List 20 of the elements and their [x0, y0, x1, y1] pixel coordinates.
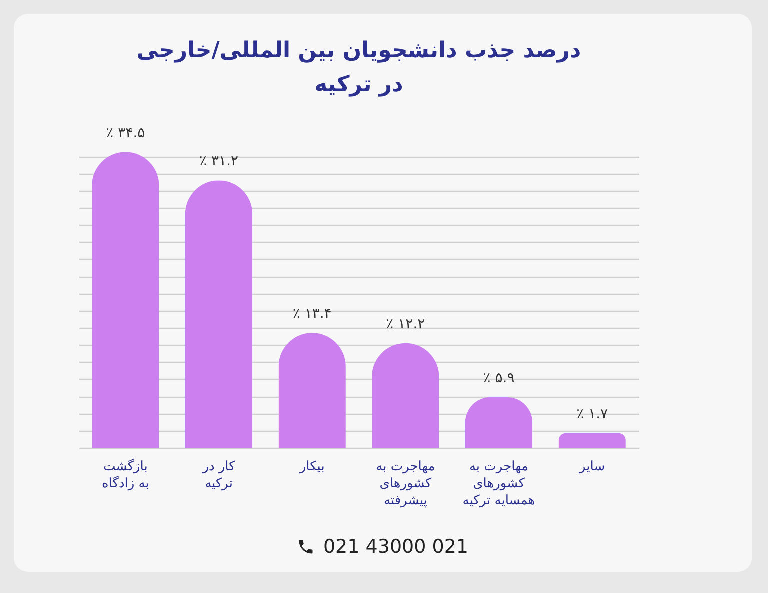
data-label: ٪ ۵.۹ [483, 370, 515, 386]
x-tick-label: بازگشت به زادگاه [102, 458, 150, 492]
data-label: ٪ ۱۳.۴ [292, 306, 332, 322]
bar [185, 180, 253, 448]
bar [92, 152, 160, 448]
x-tick-label: سایر [578, 460, 606, 474]
x-tick-label: بیکار [298, 460, 325, 474]
bar [558, 433, 626, 448]
bar [465, 397, 533, 448]
data-label: ٪ ۱۲.۲ [386, 316, 426, 332]
text: 021 43000 021 [323, 536, 469, 558]
x-tick-label: کار در ترکیه [202, 460, 236, 492]
chart-title: درصد جذب دانشجویان بین المللی/خارجی در ترکیه [136, 38, 582, 98]
x-tick-label: مهاجرت به کشورهای همسایه ترکیه [462, 460, 536, 508]
data-label: ٪ ۱.۷ [576, 406, 609, 422]
data-label: ٪ ۳۱.۲ [200, 154, 238, 170]
x-tick-label: مهاجرت به کشورهای پیشرفته [376, 460, 436, 508]
data-label: ٪ ۳۴.۵ [106, 125, 146, 142]
bar [278, 333, 346, 448]
bar [372, 343, 440, 448]
